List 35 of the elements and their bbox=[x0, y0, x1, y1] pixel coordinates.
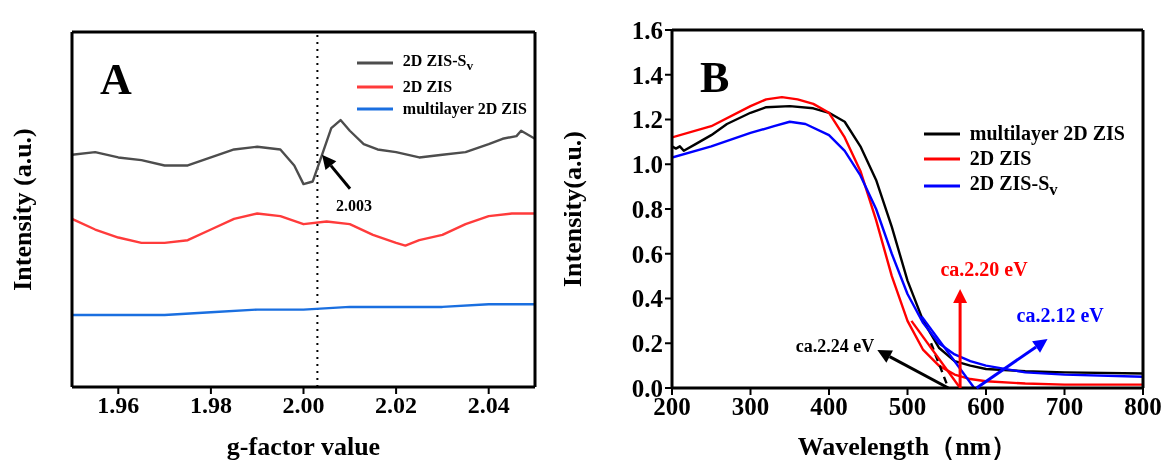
legend-label: 2D ZIS-S$_{v}$ bbox=[402, 52, 474, 75]
x-tick-label: 2.00 bbox=[282, 392, 325, 419]
y-tick-label: 0.8 bbox=[631, 195, 663, 223]
y-tick-label: 1.6 bbox=[631, 16, 663, 44]
x-tick-label: 500 bbox=[888, 392, 927, 420]
x-tick-label: 800 bbox=[1124, 392, 1162, 420]
annotation: B bbox=[700, 53, 730, 102]
y-tick-label: 0.6 bbox=[631, 240, 663, 268]
legend-label: multilayer 2D ZIS bbox=[969, 122, 1125, 145]
legend-label: 2D ZIS bbox=[402, 78, 453, 97]
x-tick-label: 1.96 bbox=[97, 392, 140, 419]
x-tick-label: 2.02 bbox=[375, 392, 418, 419]
x-tick-label: 700 bbox=[1045, 392, 1084, 420]
x-tick-label: 300 bbox=[731, 392, 770, 420]
y-tick-label: 0.4 bbox=[631, 285, 664, 313]
y-tick-label: 0.2 bbox=[631, 330, 663, 358]
x-tick-label: 1.98 bbox=[189, 392, 232, 419]
y-axis-title: Intensity(a.u.) bbox=[558, 130, 588, 288]
text: A bbox=[100, 55, 132, 104]
legend-label: multilayer 2D ZIS bbox=[402, 100, 527, 119]
annotation: ca.2.20 eV bbox=[940, 258, 1029, 280]
annotation: ca.2.12 eV bbox=[1016, 304, 1105, 326]
legend-label: 2D ZIS bbox=[969, 147, 1032, 170]
y-tick-label: 1.0 bbox=[631, 151, 663, 179]
y-tick-label: 1.2 bbox=[631, 106, 663, 134]
x-tick-label: 2.04 bbox=[467, 392, 510, 419]
legend-label: 2D ZIS-S$_{v}$ bbox=[969, 172, 1058, 200]
y-tick-label: 1.4 bbox=[631, 61, 664, 89]
x-tick-label: 400 bbox=[810, 392, 848, 420]
x-axis-title: g-factor value bbox=[226, 432, 381, 461]
y-axis-title: Intensity (a.u.) bbox=[8, 128, 38, 291]
x-tick-label: 600 bbox=[967, 392, 1005, 420]
x-axis-title: Wavelength（nm） bbox=[797, 432, 1018, 461]
annotation: ca.2.24 eV bbox=[795, 336, 875, 356]
annotation: 2.003 bbox=[336, 196, 373, 214]
